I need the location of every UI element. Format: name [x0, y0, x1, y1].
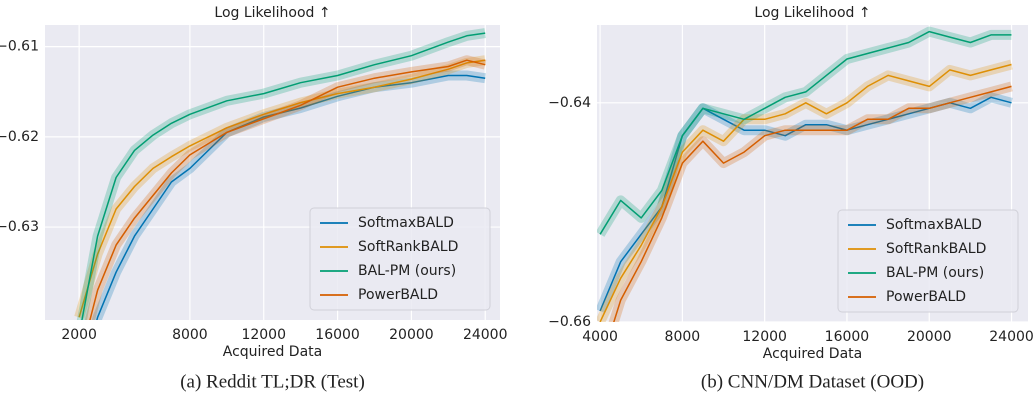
x-tick-label: 2000: [61, 327, 97, 343]
chart-title: Log Likelihood ↑: [214, 5, 330, 21]
y-tick-label: −0.64: [548, 95, 591, 111]
y-tick-label: −0.62: [0, 129, 39, 145]
legend: SoftmaxBALD SoftRankBALD BAL-PM (ours) Powe…: [309, 207, 491, 311]
x-tick-label: 12000: [742, 329, 787, 345]
line: [81, 32, 486, 320]
line: [599, 30, 1012, 235]
y-tick-label: −0.61: [0, 39, 39, 55]
x-tick-label: 8000: [172, 327, 208, 343]
legend-label: BAL-PM (ours): [886, 265, 984, 281]
legend: SoftmaxBALD SoftRankBALD BAL-PM (ours) Powe…: [837, 209, 1019, 313]
plot: −0.61 −0.62 −0.63 2000 8000 12000 16000 20000 24…: [0, 5, 508, 392]
line: [599, 63, 1012, 322]
line: [89, 59, 486, 320]
legend-label: PowerBALD: [886, 289, 966, 305]
y-tick-label: −0.63: [0, 219, 39, 235]
lines: [597, 26, 1013, 322]
x-axis-label: Acquired Data: [763, 346, 863, 362]
legend-label: PowerBALD: [358, 287, 438, 303]
x-axis-label: Acquired Data: [223, 344, 323, 360]
y-tick-label: −0.66: [548, 314, 591, 330]
x-tick-label: 4000: [582, 329, 618, 345]
x-tick-label: 16000: [825, 329, 870, 345]
legend-label: SoftRankBALD: [358, 239, 458, 255]
x-tick-label: 24000: [463, 327, 508, 343]
x-tick-label: 24000: [989, 329, 1033, 345]
x-tick-label: 16000: [315, 327, 360, 343]
x-tick-label: 8000: [665, 329, 701, 345]
chart-title: Log Likelihood ↑: [754, 5, 870, 21]
legend-box: [309, 207, 491, 311]
caption: (a) Reddit TL;DR (Test): [180, 371, 365, 392]
legend-label: SoftRankBALD: [886, 241, 986, 257]
caption: (b) CNN/DM Dataset (OOD): [701, 371, 924, 392]
x-tick-label: 20000: [907, 329, 952, 345]
line: [78, 59, 486, 318]
legend-label: SoftmaxBALD: [358, 215, 454, 231]
line: [96, 74, 486, 320]
x-tick-label: 12000: [241, 327, 286, 343]
legend-box: [837, 209, 1019, 313]
line: [613, 85, 1012, 322]
lines: [74, 28, 487, 320]
legend-label: SoftmaxBALD: [886, 217, 982, 233]
x-tick-label: 20000: [389, 327, 434, 343]
legend-label: BAL-PM (ours): [358, 263, 456, 279]
